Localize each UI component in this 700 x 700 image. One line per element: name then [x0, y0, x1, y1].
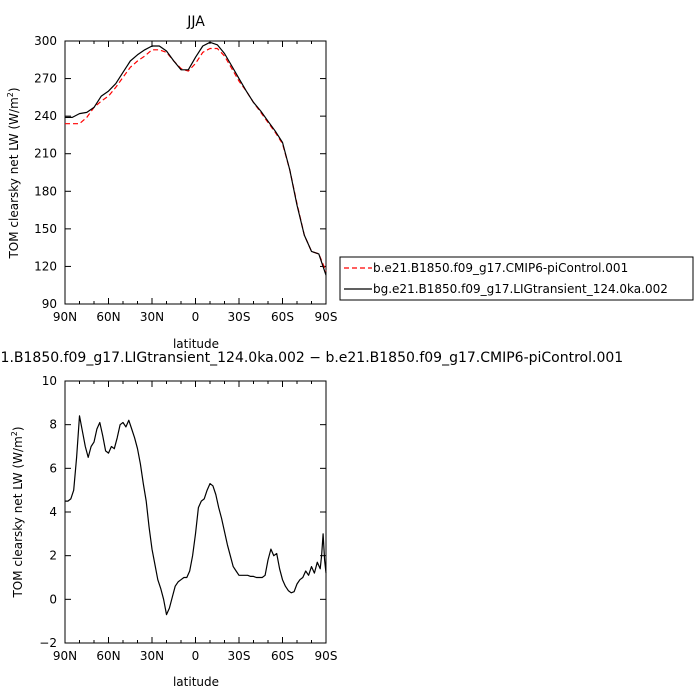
y-tick-label: 300	[34, 34, 57, 48]
y-tick-label: 210	[34, 147, 57, 161]
legend-box	[339, 256, 694, 301]
x-tick-label: 60N	[96, 649, 120, 663]
bottom-y-ticks: −2 0 2 4 6 8 10	[39, 374, 326, 650]
legend: b.e21.B1850.f09_g17.CMIP6-piControl.001 …	[339, 256, 694, 301]
bottom-series	[65, 415, 327, 616]
bottom-title: bg.e21.B1850.f09_g17.LIGtransient_124.0k…	[0, 350, 623, 366]
top-x-ticks: 90N 60N 30N 0 30S 60S 90S	[53, 41, 338, 324]
top-y-axis-label-end: )	[7, 87, 21, 92]
x-tick-label: 90N	[53, 649, 77, 663]
legend-label-lig: bg.e21.B1850.f09_g17.LIGtransient_124.0k…	[373, 282, 668, 296]
x-tick-label: 30S	[228, 649, 251, 663]
bottom-y-axis-label: TOM clearsky net LW (W/m2)	[10, 426, 25, 598]
x-tick-label: 60S	[271, 649, 294, 663]
bottom-plot-frame	[64, 380, 327, 644]
bottom-x-axis-label: latitude	[173, 675, 219, 689]
top-series	[65, 41, 327, 276]
x-tick-label: 0	[192, 649, 200, 663]
top-plot-frame	[64, 40, 327, 305]
y-tick-label: 0	[49, 592, 57, 606]
y-tick-label: 120	[34, 259, 57, 273]
y-tick-label: −2	[39, 636, 57, 650]
y-tick-label: 10	[42, 374, 57, 388]
x-tick-label: 0	[192, 310, 200, 324]
y-tick-label: 8	[49, 418, 57, 432]
top-panel: JJA 90 120 150 180 210 240 270 300 90N 60N 30N 0 30…	[6, 14, 694, 351]
x-tick-label: 90S	[315, 649, 338, 663]
x-tick-label: 30N	[140, 649, 164, 663]
y-tick-label: 2	[49, 549, 57, 563]
x-tick-label: 60S	[271, 310, 294, 324]
bottom-y-axis-label-sup: 2	[10, 431, 19, 436]
y-tick-label: 90	[42, 297, 57, 311]
series-line-1	[65, 41, 327, 276]
legend-label-control: b.e21.B1850.f09_g17.CMIP6-piControl.001	[373, 261, 628, 275]
y-tick-label: 240	[34, 109, 57, 123]
bottom-y-axis-label-end: )	[11, 426, 25, 431]
top-y-axis-label-sup: 2	[6, 92, 15, 97]
top-y-ticks: 90 120 150 180 210 240 270 300	[34, 34, 326, 311]
top-y-axis-label-main: TOM clearsky net LW (W/m	[7, 97, 21, 259]
top-y-axis-label: TOM clearsky net LW (W/m2)	[6, 87, 21, 259]
top-x-axis-label: latitude	[173, 337, 219, 351]
y-tick-label: 4	[49, 505, 57, 519]
x-tick-label: 30N	[140, 310, 164, 324]
y-tick-label: 6	[49, 461, 57, 475]
top-title: JJA	[186, 14, 205, 30]
bottom-panel: bg.e21.B1850.f09_g17.LIGtransient_124.0k…	[0, 350, 623, 689]
y-tick-label: 270	[34, 72, 57, 86]
bottom-x-ticks: 90N 60N 30N 0 30S 60S 90S	[53, 381, 338, 663]
y-tick-label: 150	[34, 222, 57, 236]
x-tick-label: 60N	[96, 310, 120, 324]
series-line-0	[65, 415, 327, 616]
y-tick-label: 180	[34, 184, 57, 198]
x-tick-label: 90N	[53, 310, 77, 324]
x-tick-label: 30S	[228, 310, 251, 324]
x-tick-label: 90S	[315, 310, 338, 324]
bottom-y-axis-label-main: TOM clearsky net LW (W/m	[11, 436, 25, 598]
